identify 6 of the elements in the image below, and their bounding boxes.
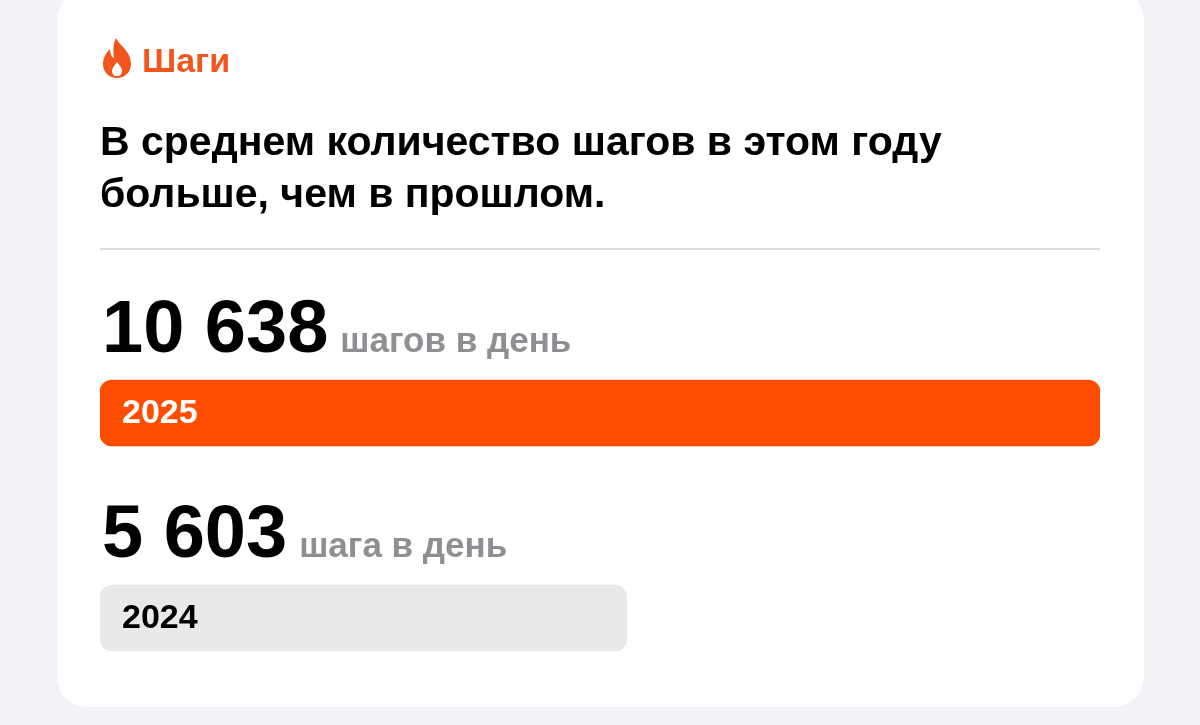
chart-subtitle: В среднем количество шагов в этом году больше, чем в прошлом. [100, 117, 943, 218]
y-tick-label: 2025 [122, 392, 198, 431]
data-label: 5 603 шага в день [102, 490, 508, 573]
data-label: 10 638 шагов в день [102, 285, 572, 368]
chart-title: Шаги [142, 40, 231, 80]
y-tick-label: 2024 [122, 597, 198, 636]
